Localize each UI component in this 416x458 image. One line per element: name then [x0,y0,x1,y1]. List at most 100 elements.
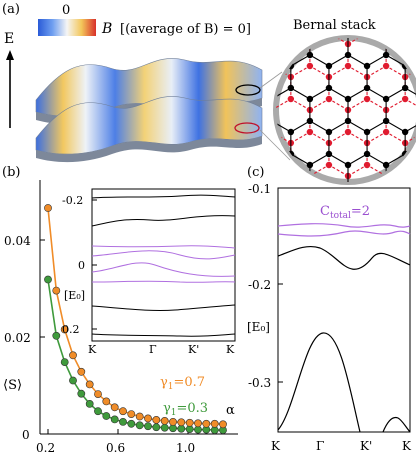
upper-layer-bond [309,120,330,133]
data-point-s0-0 [44,204,52,212]
panel-b: (b) 0 0.02 0.04 0.2 0.6 1.0 ⟨S⟩ α γ1=0.7… [2,165,238,455]
upper-layer-bond [328,153,349,166]
upper-layer-bond [385,54,406,67]
data-point-s0-21 [219,420,227,429]
upper-layer-bond [234,253,253,264]
upper-layer-atom [192,162,198,168]
data-point-s0-12 [144,414,152,423]
panel-c-label: (c) [247,165,264,180]
data-point-s1-0 [44,275,52,284]
upper-layer-atom [192,52,198,58]
upper-layer-atom [250,0,256,3]
upper-layer-bond [328,120,349,133]
lower-layer-atom [250,206,256,212]
upper-layer-atom [211,0,217,3]
lower-layer-bond [328,131,349,144]
lower-layer-atom [269,63,275,69]
energy-axis-label: E [4,31,14,47]
lower-layer-bond [347,98,368,111]
zoom-line-upper [259,71,283,89]
data-point-s1-10 [127,419,136,428]
bottom-layer-surface [35,96,263,163]
lower-layer-bond [309,65,330,78]
data-point-s0-10 [127,410,136,418]
data-point-s1-6 [94,407,102,416]
lower-layer-bond [253,198,272,209]
band-black-small [382,416,411,433]
lower-layer-atom [250,228,256,234]
data-point-s1-3 [69,376,77,385]
upper-layer-bond [253,154,272,165]
lower-layer-atom [211,8,217,14]
lower-layer-atom [154,41,160,47]
panel-a-label: (a) [2,2,20,17]
upper-layer-atom [250,261,256,267]
lower-layer-bond [309,164,330,177]
lower-layer-bond [234,231,253,242]
lower-layer-bond [404,98,416,111]
upper-layer-atom [269,250,275,256]
data-point-s0-7 [102,397,111,406]
upper-layer-bond [234,154,253,165]
ytick-b-0: 0 [22,428,30,442]
chern-annotation: Ctotal=2 [320,204,370,221]
upper-layer-bond [405,22,416,33]
colorbar [38,19,96,36]
lower-layer-bond [348,0,367,11]
upper-layer-bond [215,154,234,165]
lower-layer-bond [234,198,253,209]
upper-layer-bond [138,154,157,165]
lower-layer-atom [192,41,198,47]
band-black-upper [277,245,411,270]
lower-layer-bond [328,98,349,111]
lower-layer-bond [272,0,291,11]
lower-layer-atom [306,62,314,70]
lower-layer-atom [269,41,275,47]
upper-layer-bond [309,153,330,166]
upper-layer-atom [306,117,314,125]
data-point-s1-9 [119,417,127,426]
series-line-0 [47,207,224,426]
upper-layer-atom [363,62,371,70]
lower-layer-bond [366,164,387,177]
ylabel-c: [E₀] [247,320,270,334]
lower-layer-bond [253,264,272,275]
lower-layer-bond [405,0,416,11]
upper-layer-atom [269,30,275,36]
lower-layer-bond [310,0,329,11]
upper-layer-atom [154,52,160,58]
data-point-s1-14 [160,423,169,432]
upper-layer-bond [253,253,272,264]
lower-layer-atom [154,173,160,179]
data-point-s0-18 [194,419,202,428]
upper-layer-atom [306,161,314,169]
upper-layer-bond [404,120,416,133]
upper-layer-bond [272,22,291,33]
lower-layer-bond [253,33,272,44]
upper-layer-atom [173,0,179,3]
lower-layer-bond [366,65,387,78]
lower-layer-atom [230,41,236,47]
data-point-s0-6 [94,390,102,398]
lower-layer-bond [404,164,416,177]
upper-layer-bond [404,87,416,100]
top-layer-marker-black [235,84,261,96]
upper-layer-atom [269,52,275,58]
colorbar-zero-label: 0 [62,3,70,18]
upper-layer-bond [276,87,292,100]
xtick-c-0: K [271,439,281,453]
lower-layer-bond [328,65,349,78]
upper-layer-atom [230,162,236,168]
lower-layer-atom [269,261,275,267]
upper-layer-atom [230,52,236,58]
data-point-s1-5 [85,399,94,408]
upper-layer-atom [402,0,408,3]
lower-layer-atom [269,129,275,135]
xlabel-b: α [226,403,235,418]
lower-layer-bond [328,164,349,177]
upper-layer-atom [250,217,256,223]
upper-layer-atom [382,95,390,103]
upper-layer-bond [385,153,406,166]
data-point-s0-5 [85,380,94,389]
upper-layer-bond [347,54,368,67]
